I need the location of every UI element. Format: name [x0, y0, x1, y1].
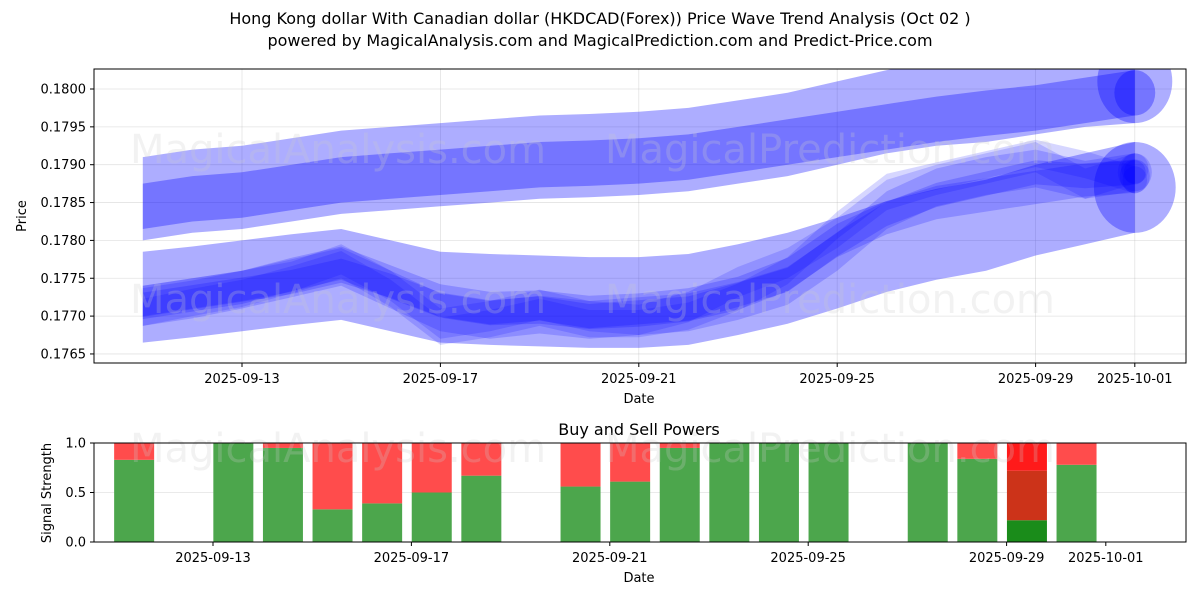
buy-bar	[1057, 465, 1097, 542]
sell-bar	[1007, 471, 1047, 520]
signal-x-ticks: 2025-09-13 2025-09-17 2025-09-21 2025-09-25…	[175, 542, 1143, 566]
signal-x-axis-label: Date	[623, 571, 654, 586]
price-y-tick-label: 0.1765	[41, 347, 87, 362]
sell-bar	[1057, 443, 1097, 465]
buy-bar	[114, 460, 154, 542]
watermark-bottom-right: MagicalPrediction.com	[605, 426, 1055, 472]
price-x-tick-label: 2025-09-29	[998, 372, 1074, 387]
signal-x-tick-label: 2025-09-17	[374, 551, 450, 566]
signal-x-tick-label: 2025-09-21	[572, 551, 648, 566]
price-x-axis-label: Date	[623, 392, 654, 407]
signal-x-tick-label: 2025-10-01	[1068, 551, 1144, 566]
signal-y-tick-label: 1.0	[65, 437, 86, 452]
price-y-axis-label: Price	[15, 200, 30, 232]
signal-y-ticks: 0.0 0.5 1.0	[65, 437, 94, 551]
price-x-tick-label: 2025-09-13	[204, 372, 280, 387]
price-band-cap	[1124, 160, 1146, 184]
watermark-top-left: MagicalAnalysis.com	[130, 127, 546, 173]
watermark-mid-left: MagicalAnalysis.com	[130, 277, 546, 323]
price-x-tick-label: 2025-09-17	[403, 372, 479, 387]
buy-bar	[610, 482, 650, 542]
buy-bar	[412, 493, 452, 543]
price-x-tick-label: 2025-09-25	[799, 372, 875, 387]
signal-x-tick-label: 2025-09-29	[969, 551, 1045, 566]
signal-y-axis-label: Signal Strength	[40, 443, 55, 543]
price-y-tick-label: 0.1770	[41, 310, 87, 325]
buy-bar	[561, 487, 601, 542]
price-y-tick-label: 0.1800	[41, 83, 87, 98]
watermark-top-right: MagicalPrediction.com	[605, 127, 1055, 173]
signal-x-tick-label: 2025-09-13	[175, 551, 251, 566]
buy-bar	[461, 476, 501, 542]
watermark-bottom-left: MagicalAnalysis.com	[130, 426, 546, 472]
buy-bar	[313, 509, 353, 542]
price-y-ticks: 0.1765 0.1770 0.1775 0.1780 0.1785 0.1790 0.17…	[41, 83, 95, 363]
price-y-tick-label: 0.1775	[41, 272, 87, 287]
price-x-tick-label: 2025-09-21	[601, 372, 677, 387]
price-y-tick-label: 0.1785	[41, 196, 87, 211]
price-y-tick-label: 0.1795	[41, 120, 87, 135]
sell-bar	[561, 443, 601, 487]
price-x-ticks: 2025-09-13 2025-09-17 2025-09-21 2025-09-25…	[204, 363, 1172, 387]
price-y-tick-label: 0.1790	[41, 158, 87, 173]
price-x-tick-label: 2025-10-01	[1097, 372, 1173, 387]
signal-y-tick-label: 0.5	[65, 486, 86, 501]
watermark-mid-right: MagicalPrediction.com	[605, 277, 1055, 323]
buy-bar	[1007, 520, 1047, 542]
price-y-tick-label: 0.1780	[41, 234, 87, 249]
signal-x-tick-label: 2025-09-25	[770, 551, 846, 566]
buy-bar	[362, 503, 402, 542]
price-band-cap	[1114, 70, 1155, 115]
chart-canvas: MagicalAnalysis.com MagicalPrediction.co…	[0, 0, 1200, 600]
signal-y-tick-label: 0.0	[65, 536, 86, 551]
